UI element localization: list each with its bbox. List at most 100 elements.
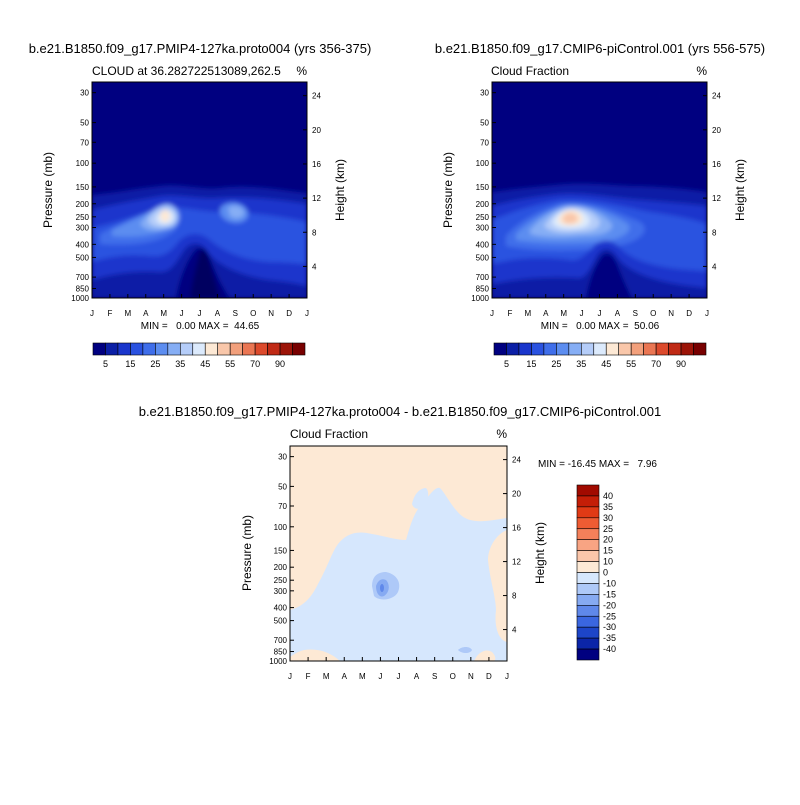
colorbar-swatch — [204, 342, 219, 356]
colorbar-label: 0 — [603, 568, 608, 578]
panel-3-title: b.e21.B1850.f09_g17.PMIP4-127ka.proto004… — [139, 404, 662, 419]
month-tick-label: J — [288, 672, 292, 681]
month-tick-label: A — [543, 309, 549, 318]
panel-2-colorbar: 5 15 25 35 45 55 70 90 — [493, 342, 707, 369]
colorbar-swatch — [242, 342, 256, 356]
colorbar-label: 15 — [526, 359, 536, 369]
pressure-tick-label: 250 — [274, 576, 288, 585]
colorbar-label: 15 — [125, 359, 135, 369]
pressure-tick-label: 150 — [76, 183, 90, 192]
pressure-tick-label: 300 — [76, 224, 90, 233]
colorbar-label: 25 — [603, 524, 613, 534]
colorbar-swatch — [556, 342, 570, 356]
colorbar-swatch — [580, 342, 595, 356]
colorbar-swatch — [543, 342, 557, 356]
colorbar-label: 55 — [225, 359, 235, 369]
colorbar-label: 35 — [603, 502, 613, 512]
pressure-tick-label: 500 — [476, 253, 490, 262]
pressure-tick-label: 70 — [480, 138, 489, 147]
colorbar-swatch — [693, 342, 707, 356]
colorbar-label: 45 — [200, 359, 210, 369]
colorbar-swatch — [576, 572, 600, 584]
pressure-tick-label: 850 — [476, 284, 490, 293]
panel-2-y2label: Height (km) — [733, 159, 747, 221]
month-tick-label: M — [359, 672, 366, 681]
colorbar-swatch — [493, 342, 507, 356]
colorbar-swatch — [576, 583, 600, 595]
colorbar-swatch — [630, 342, 644, 356]
colorbar-swatch — [576, 506, 600, 519]
month-tick-label: J — [490, 309, 494, 318]
colorbar-swatch — [279, 342, 293, 356]
colorbar-swatch — [192, 342, 206, 356]
height-tick-label: 16 — [712, 160, 721, 169]
month-tick-label: S — [233, 309, 238, 318]
pressure-tick-label: 400 — [76, 240, 90, 249]
colorbar-swatch — [605, 342, 620, 356]
panel-2: b.e21.B1850.f09_g17.CMIP6-piControl.001 … — [435, 41, 765, 369]
panel-1-stats: MIN = 0.00 MAX = 44.65 — [141, 321, 260, 332]
month-tick-label: N — [268, 309, 274, 318]
month-tick-label: M — [323, 672, 330, 681]
height-tick-label: 8 — [312, 228, 317, 237]
month-tick-label: M — [560, 309, 567, 318]
height-tick-label: 24 — [712, 92, 721, 101]
pressure-tick-label: 300 — [274, 587, 288, 596]
colorbar-swatch — [576, 637, 600, 650]
colorbar-swatch — [292, 342, 306, 356]
month-tick-label: A — [342, 672, 348, 681]
month-tick-label: J — [580, 309, 584, 318]
month-tick-label: N — [668, 309, 674, 318]
colorbar-label: 35 — [175, 359, 185, 369]
month-tick-label: J — [180, 309, 184, 318]
pressure-tick-label: 250 — [476, 213, 490, 222]
pressure-tick-label: 200 — [76, 200, 90, 209]
panel-3-units: % — [496, 427, 507, 441]
month-tick-label: S — [633, 309, 638, 318]
pressure-tick-label: 30 — [278, 453, 287, 462]
panel-3-height-axis: 24 20 16 12 8 4 — [503, 456, 521, 635]
pressure-tick-label: 850 — [76, 284, 90, 293]
colorbar-swatch — [655, 342, 669, 356]
month-tick-label: A — [215, 309, 221, 318]
pressure-tick-label: 100 — [76, 159, 90, 168]
height-tick-label: 16 — [512, 524, 521, 533]
panel-1-title: b.e21.B1850.f09_g17.PMIP4-127ka.proto004… — [29, 41, 372, 56]
height-tick-label: 20 — [512, 490, 521, 499]
colorbar-swatch — [576, 539, 600, 551]
pressure-tick-label: 30 — [480, 89, 489, 98]
pressure-tick-label: 50 — [480, 119, 489, 128]
pressure-tick-label: 150 — [274, 546, 288, 555]
month-tick-label: J — [505, 672, 509, 681]
month-tick-label: O — [650, 309, 656, 318]
pressure-tick-label: 500 — [274, 617, 288, 626]
colorbar-swatch — [593, 342, 607, 356]
panel-3-y2label: Height (km) — [533, 522, 547, 584]
height-tick-label: 12 — [312, 194, 321, 203]
colorbar-label: 45 — [601, 359, 611, 369]
colorbar-label: 25 — [551, 359, 561, 369]
colorbar-label: -10 — [603, 578, 616, 588]
height-tick-label: 8 — [712, 228, 717, 237]
colorbar-swatch — [506, 342, 520, 356]
colorbar-swatch — [576, 528, 600, 540]
colorbar-swatch — [117, 342, 131, 356]
panel-2-title: b.e21.B1850.f09_g17.CMIP6-piControl.001 … — [435, 41, 765, 56]
pressure-tick-label: 850 — [274, 648, 288, 657]
panel-2-stats: MIN = 0.00 MAX = 50.06 — [541, 321, 660, 332]
pressure-tick-label: 500 — [76, 253, 90, 262]
height-tick-label: 8 — [512, 592, 517, 601]
panel-1-ylabel: Pressure (mb) — [41, 152, 55, 228]
pressure-tick-label: 100 — [274, 523, 288, 532]
pressure-tick-label: 400 — [274, 604, 288, 613]
colorbar-label: 20 — [603, 535, 613, 545]
colorbar-swatch — [576, 517, 600, 530]
pressure-tick-label: 700 — [274, 636, 288, 645]
month-tick-label: D — [286, 309, 292, 318]
colorbar-swatch — [576, 561, 600, 573]
